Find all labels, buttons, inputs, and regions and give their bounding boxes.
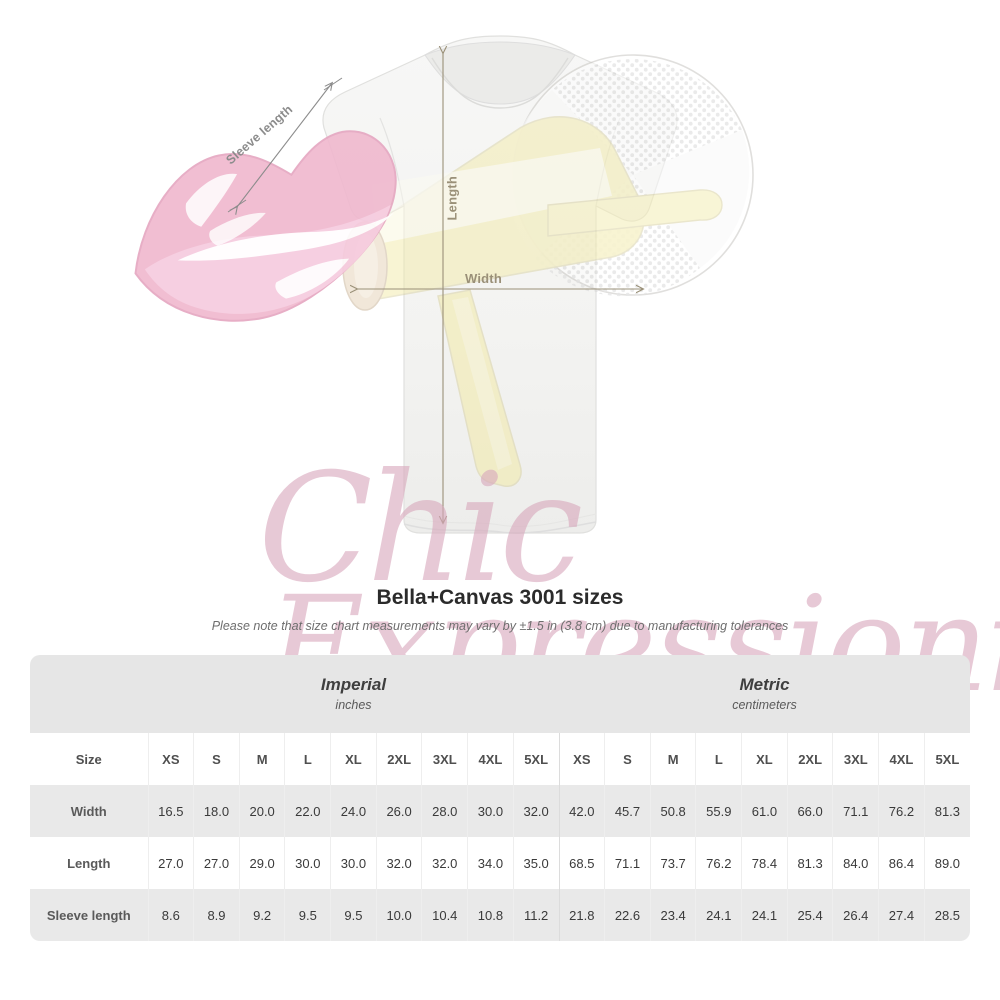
measurement-cell: 9.5 bbox=[330, 889, 377, 941]
size-chart-table: Imperial inches Metric centimeters Size XS S M L… bbox=[30, 655, 970, 941]
measurement-cell: 27.4 bbox=[878, 889, 925, 941]
size-header-cell: 2XL bbox=[375, 733, 422, 785]
size-header-cell: 4XL bbox=[467, 733, 514, 785]
measurement-cell: 22.0 bbox=[284, 785, 331, 837]
size-header-cell: XL bbox=[741, 733, 788, 785]
measurement-cell: 26.4 bbox=[832, 889, 879, 941]
measurement-cell: 45.7 bbox=[604, 785, 651, 837]
measurement-cell: 89.0 bbox=[923, 837, 970, 889]
measurement-row-label: Width bbox=[30, 785, 148, 837]
measurement-cell: 24.0 bbox=[330, 785, 377, 837]
measurement-cell: 16.5 bbox=[147, 785, 194, 837]
measurement-cell: 68.5 bbox=[558, 837, 605, 889]
table-row: Width 16.5 18.0 20.0 22.0 24.0 26.0 28.0 30.0 32.… bbox=[30, 785, 970, 837]
measurement-cell: 9.2 bbox=[238, 889, 285, 941]
size-header-cell: 5XL bbox=[512, 733, 559, 785]
measurement-cell: 32.0 bbox=[421, 837, 468, 889]
measurement-cell: 29.0 bbox=[238, 837, 285, 889]
size-header-cell: 3XL bbox=[421, 733, 468, 785]
measurement-cell: 28.0 bbox=[421, 785, 468, 837]
measurement-row-label: Sleeve length bbox=[30, 889, 148, 941]
table-row: Length 27.0 27.0 29.0 30.0 30.0 32.0 32.0 34.0 35… bbox=[30, 837, 970, 889]
measurement-cell: 28.5 bbox=[923, 889, 970, 941]
measurement-cell: 10.8 bbox=[467, 889, 514, 941]
measurement-cell: 76.2 bbox=[695, 837, 742, 889]
measurement-cell: 32.0 bbox=[375, 837, 422, 889]
page-title: Bella+Canvas 3001 sizes bbox=[376, 586, 624, 609]
measurement-cell: 30.0 bbox=[284, 837, 331, 889]
measurement-cell: 81.3 bbox=[923, 785, 970, 837]
measurement-cell: 8.9 bbox=[193, 889, 240, 941]
measurement-cell: 10.0 bbox=[375, 889, 422, 941]
garment-measurement-diagram: Sleeve length Length Width bbox=[134, 0, 1000, 575]
unit-row-corner bbox=[30, 655, 148, 733]
measurement-cell: 34.0 bbox=[467, 837, 514, 889]
size-chart-table-wrapper: Imperial inches Metric centimeters Size XS S M L… bbox=[30, 655, 970, 941]
measurement-cell: 78.4 bbox=[741, 837, 788, 889]
size-header-cell: L bbox=[284, 733, 331, 785]
size-header-cell: 5XL bbox=[923, 733, 970, 785]
unit-group-name: Metric bbox=[739, 675, 790, 694]
unit-group-name: Imperial bbox=[320, 675, 387, 694]
measurement-cell: 71.1 bbox=[604, 837, 651, 889]
title-block: Bella+Canvas 3001 sizes Please note that… bbox=[0, 585, 1000, 635]
measurement-cell: 22.6 bbox=[604, 889, 651, 941]
size-header-cell: S bbox=[193, 733, 240, 785]
measurement-cell: 66.0 bbox=[786, 785, 833, 837]
size-header-cell: L bbox=[695, 733, 742, 785]
size-header-cell: M bbox=[649, 733, 696, 785]
measurement-cell: 42.0 bbox=[558, 785, 605, 837]
measurement-cell: 81.3 bbox=[786, 837, 833, 889]
measurement-cell: 61.0 bbox=[741, 785, 788, 837]
measurement-cell: 20.0 bbox=[238, 785, 285, 837]
measurement-cell: 84.0 bbox=[832, 837, 879, 889]
measurement-cell: 86.4 bbox=[878, 837, 925, 889]
measurement-cell: 25.4 bbox=[786, 889, 833, 941]
unit-group-imperial: Imperial inches bbox=[148, 655, 559, 733]
size-header-cell: XS bbox=[558, 733, 605, 785]
measurement-cell: 23.4 bbox=[649, 889, 696, 941]
measurement-cell: 10.4 bbox=[421, 889, 468, 941]
size-header-cell: XS bbox=[147, 733, 194, 785]
measurement-cell: 18.0 bbox=[193, 785, 240, 837]
measurement-cell: 30.0 bbox=[330, 837, 377, 889]
measurement-cell: 24.1 bbox=[695, 889, 742, 941]
size-header-cell: 4XL bbox=[878, 733, 925, 785]
size-header-row: Size XS S M L XL 2XL 3XL 4XL 5XL XS S M L XL 2XL 3XL 4XL 5… bbox=[30, 733, 970, 785]
measurement-cell: 50.8 bbox=[649, 785, 696, 837]
measurement-cell: 35.0 bbox=[512, 837, 559, 889]
measurement-arrows bbox=[227, 0, 1000, 575]
size-header-label: Size bbox=[30, 733, 148, 785]
measurement-cell: 9.5 bbox=[284, 889, 331, 941]
megaphone-graphic bbox=[342, 54, 754, 487]
measurement-cell: 24.1 bbox=[741, 889, 788, 941]
measurement-cell: 55.9 bbox=[695, 785, 742, 837]
measurement-cell: 21.8 bbox=[558, 889, 605, 941]
size-header-cell: 2XL bbox=[786, 733, 833, 785]
measurement-row-label: Length bbox=[30, 837, 148, 889]
table-row: Sleeve length 8.6 8.9 9.2 9.5 9.5 10.0 10.4 10.8… bbox=[30, 889, 970, 941]
size-header-cell: XL bbox=[330, 733, 377, 785]
size-header-cell: 3XL bbox=[832, 733, 879, 785]
measurement-cell: 27.0 bbox=[193, 837, 240, 889]
measurement-cell: 71.1 bbox=[832, 785, 879, 837]
measurement-cell: 73.7 bbox=[649, 837, 696, 889]
measurement-cell: 11.2 bbox=[512, 889, 559, 941]
measurement-cell: 30.0 bbox=[467, 785, 514, 837]
unit-group-metric: Metric centimeters bbox=[559, 655, 970, 733]
tolerance-note: Please note that size chart measurements… bbox=[211, 619, 789, 633]
measurement-cell: 27.0 bbox=[147, 837, 194, 889]
unit-group-row: Imperial inches Metric centimeters bbox=[30, 655, 970, 733]
measurement-cell: 26.0 bbox=[375, 785, 422, 837]
measurement-cell: 76.2 bbox=[878, 785, 925, 837]
unit-group-sub: centimeters bbox=[732, 698, 797, 712]
size-header-cell: M bbox=[238, 733, 285, 785]
measurement-cell: 32.0 bbox=[512, 785, 559, 837]
measurement-cell: 8.6 bbox=[147, 889, 194, 941]
unit-group-sub: inches bbox=[335, 698, 372, 712]
size-header-cell: S bbox=[604, 733, 651, 785]
